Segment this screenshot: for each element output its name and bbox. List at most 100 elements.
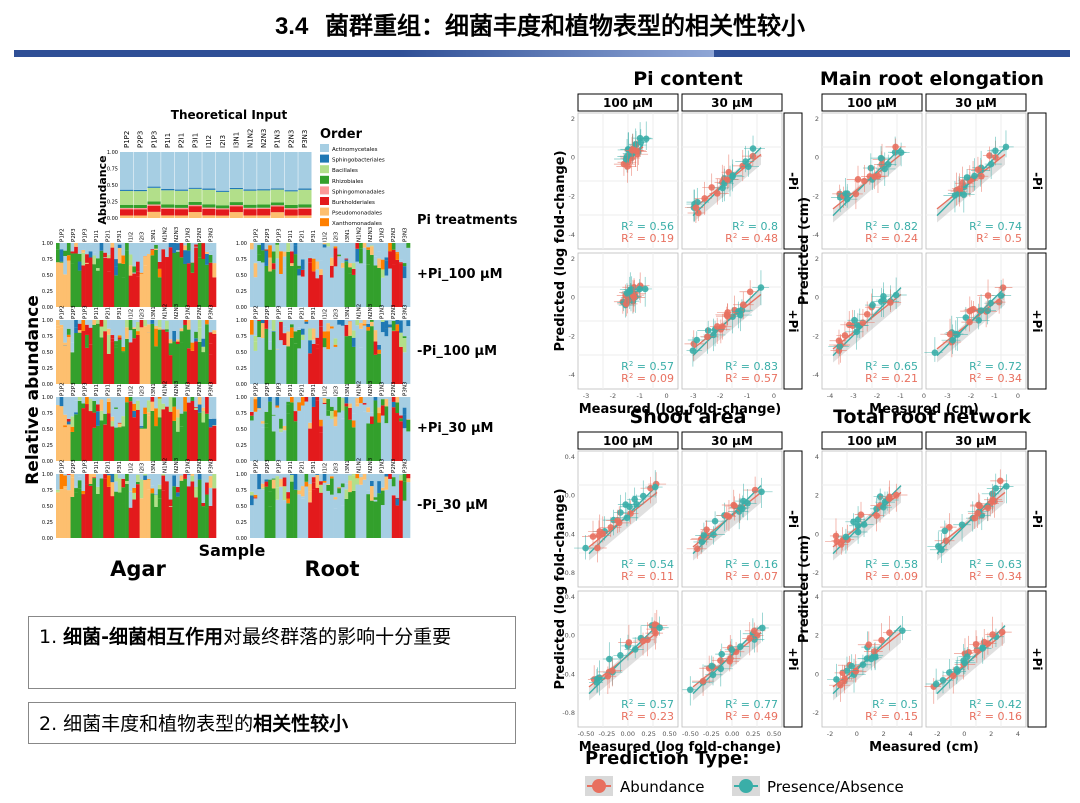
data-point — [757, 284, 765, 291]
abundance-bar-segment — [96, 243, 100, 259]
abundance-bar-segment — [157, 268, 162, 278]
abundance-bar-segment — [311, 482, 316, 490]
abundance-bar-segment — [279, 478, 284, 487]
theory-bar-segment — [270, 206, 285, 213]
abundance-bar-segment — [406, 336, 411, 384]
y-tick: -0.8 — [562, 709, 575, 717]
abundance-bar-segment — [136, 331, 140, 335]
abundance-bar-segment — [300, 269, 305, 277]
abundance-bar-segment — [205, 324, 210, 384]
abundance-bar-segment — [70, 352, 75, 384]
theory-bar-segment — [270, 202, 285, 206]
abundance-bar-segment — [380, 505, 385, 538]
grid-sample-label: I1I2 — [128, 232, 134, 242]
abundance-bar-segment — [348, 273, 353, 307]
data-point — [594, 544, 601, 552]
abundance-bar-segment — [351, 397, 356, 414]
data-point — [995, 298, 1003, 306]
abundance-bar-segment — [333, 426, 338, 461]
theory-bar-segment — [161, 215, 175, 218]
abundance-bar-segment — [377, 267, 382, 307]
theory-bar-segment — [229, 202, 243, 206]
data-point — [735, 308, 742, 315]
grid-y-tick: 0.50 — [42, 504, 53, 510]
data-point — [582, 544, 589, 552]
abundance-bar-segment — [344, 259, 349, 262]
abundance-bar-segment — [330, 328, 334, 384]
y-tick: 2 — [815, 632, 819, 640]
abundance-bar-segment — [110, 397, 115, 417]
abundance-bar-segment — [146, 412, 151, 416]
abundance-bar-segment — [348, 475, 353, 481]
x-tick: 4 — [909, 730, 913, 738]
abundance-bar-segment — [70, 477, 75, 497]
abundance-bar-segment — [366, 320, 371, 324]
abundance-bar-segment — [212, 263, 217, 278]
abundance-bar-segment — [326, 243, 331, 247]
grid-sample-label: P2P3 — [265, 382, 271, 396]
theory-sample-label: P2I1 — [178, 133, 186, 148]
abundance-bar-segment — [395, 413, 400, 461]
grid-sample-label: P1N3 — [185, 458, 191, 473]
abundance-bar-segment — [340, 256, 345, 263]
abundance-bar-segment — [308, 243, 313, 251]
grid-sample-label: P3N3 — [402, 304, 408, 319]
abundance-bar-segment — [201, 243, 206, 260]
y-tick: 2 — [571, 255, 575, 263]
r2-abundance: R2 = 0.16 — [969, 710, 1022, 723]
abundance-bar-segment — [121, 352, 126, 384]
abundance-bar-segment — [121, 397, 126, 414]
abundance-bar-segment — [388, 478, 393, 538]
abundance-bar-segment — [136, 484, 140, 538]
grid-sample-label: I2I3 — [140, 308, 146, 319]
abundance-bar-segment — [282, 333, 287, 346]
abundance-bar-segment — [59, 261, 64, 263]
abundance-bar-segment — [63, 345, 68, 384]
abundance-bar-segment — [150, 397, 155, 402]
grid-sample-label: N1N2 — [357, 381, 363, 396]
r2-presence: R2 = 0.82 — [865, 220, 918, 233]
abundance-bar-segment — [146, 478, 151, 480]
x-tick: -2 — [874, 392, 880, 400]
abundance-bar-segment — [286, 413, 291, 461]
abundance-bar-segment — [319, 326, 324, 384]
abundance-bar-segment — [311, 406, 316, 461]
abundance-bar-segment — [154, 250, 159, 307]
abundance-bar-segment — [212, 397, 217, 419]
abundance-bar-segment — [56, 492, 60, 538]
abundance-bar-segment — [391, 320, 396, 331]
data-point — [946, 523, 953, 531]
abundance-bar-segment — [290, 263, 294, 266]
y-axis-label: Predicted (log fold-change) — [553, 488, 568, 689]
strip-side-label: +Pi — [1030, 310, 1044, 333]
abundance-bar-segment — [362, 404, 367, 412]
abundance-bar-segment — [351, 320, 356, 331]
abundance-bar-segment — [351, 268, 356, 275]
abundance-bar-segment — [77, 253, 82, 262]
abundance-bar-segment — [59, 488, 64, 538]
grid-sample-label: I3N1 — [345, 306, 351, 319]
abundance-bar-segment — [212, 255, 217, 264]
abundance-bar-segment — [194, 247, 199, 307]
abundance-bar-segment — [348, 403, 353, 408]
abundance-bar-segment — [186, 250, 191, 264]
abundance-bar-segment — [271, 251, 276, 264]
abundance-bar-segment — [359, 475, 364, 478]
abundance-bar-segment — [315, 278, 320, 307]
abundance-bar-segment — [197, 479, 202, 538]
grid-sample-label: P1I1 — [288, 384, 294, 396]
r2-abundance: R2 = 0.5 — [976, 232, 1022, 245]
abundance-bar-segment — [290, 397, 294, 403]
abundance-bar-segment — [114, 320, 119, 342]
abundance-bar-segment — [348, 320, 353, 322]
abundance-bar-segment — [384, 476, 389, 490]
data-point — [998, 628, 1006, 636]
abundance-bar-segment — [66, 337, 71, 384]
abundance-bar-segment — [333, 266, 338, 307]
abundance-bar-segment — [117, 335, 122, 338]
abundance-bar-segment — [179, 426, 184, 429]
grid-y-tick: 0.00 — [42, 305, 53, 311]
abundance-bar-segment — [366, 326, 371, 331]
abundance-bar-segment — [257, 489, 262, 538]
